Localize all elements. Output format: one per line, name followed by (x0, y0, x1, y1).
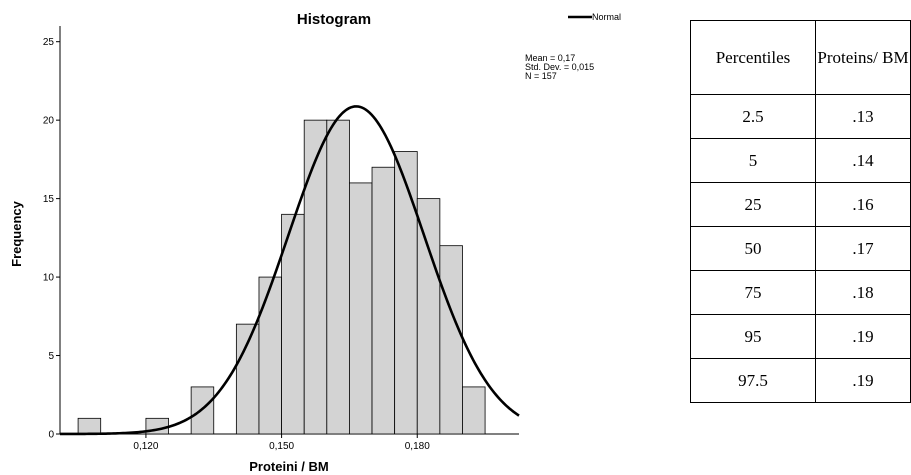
y-tick-label: 0 (48, 430, 54, 441)
percentile-cell: 5 (690, 138, 816, 183)
histogram-bar (303, 119, 328, 435)
y-tick-label: 5 (48, 351, 54, 362)
header-proteins-bm: Proteins/ BM (815, 20, 911, 95)
value-cell: .19 (815, 314, 911, 359)
stat-std-dev: Std. Dev. = 0,015 (525, 62, 594, 72)
histogram-bar (258, 276, 282, 435)
table-row: 50 .17 (690, 226, 911, 271)
legend-label: Normal (592, 12, 621, 22)
normal-curve (59, 105, 520, 436)
y-tick-label: 25 (43, 37, 55, 48)
table-row: 75 .18 (690, 270, 911, 315)
histogram-bar (416, 198, 441, 435)
value-cell: .19 (815, 358, 911, 403)
histogram-bar (439, 245, 463, 435)
histogram-bar (77, 417, 102, 435)
y-tick-label: 20 (43, 116, 55, 127)
x-tick-label: 0,180 (405, 441, 430, 452)
value-cell: .17 (815, 226, 911, 271)
stats-box: Mean = 0,17 Std. Dev. = 0,015 N = 157 (525, 53, 594, 81)
x-tick-label: 0,120 (133, 441, 158, 452)
table-row: 2.5 .13 (690, 94, 911, 139)
value-cell: .18 (815, 270, 911, 315)
histogram-bar (462, 386, 486, 435)
header-percentiles: Percentiles (690, 20, 816, 95)
value-cell: .14 (815, 138, 911, 183)
table-row: 25 .16 (690, 182, 911, 227)
legend: Normal (568, 12, 621, 22)
y-tick-label: 15 (43, 194, 55, 205)
percentile-cell: 50 (690, 226, 816, 271)
percentile-cell: 25 (690, 182, 816, 227)
histogram-bar (326, 119, 350, 435)
stat-mean: Mean = 0,17 (525, 53, 575, 63)
table-row: 97.5 .19 (690, 358, 911, 403)
percentile-cell: 2.5 (690, 94, 816, 139)
y-axis-label: Frequency (9, 200, 24, 267)
table-row: 5 .14 (690, 138, 911, 183)
percentile-cell: 95 (690, 314, 816, 359)
histogram-bar (349, 182, 373, 435)
plot-area: 0 5 10 15 20 25 0,120 0,150 0,180 (43, 26, 520, 452)
x-tick-label: 0,150 (269, 441, 294, 452)
histogram-chart: Histogram 0 5 10 15 20 25 0,120 0,150 0,180 Fre… (9, 11, 621, 474)
percentile-cell: 97.5 (690, 358, 816, 403)
percentile-cell: 75 (690, 270, 816, 315)
value-cell: .13 (815, 94, 911, 139)
chart-title: Histogram (297, 11, 371, 28)
x-axis-label: Proteini / BM (249, 459, 328, 474)
histogram-bar (371, 166, 396, 435)
table-row: 95 .19 (690, 314, 911, 359)
percentiles-table: Percentiles Proteins/ BM 2.5 .13 5 .14 2… (690, 20, 911, 403)
histogram-bar (394, 151, 418, 435)
value-cell: .16 (815, 182, 911, 227)
y-tick-label: 10 (43, 273, 55, 284)
stat-n: N = 157 (525, 71, 557, 81)
table-header-row: Percentiles Proteins/ BM (690, 20, 911, 95)
